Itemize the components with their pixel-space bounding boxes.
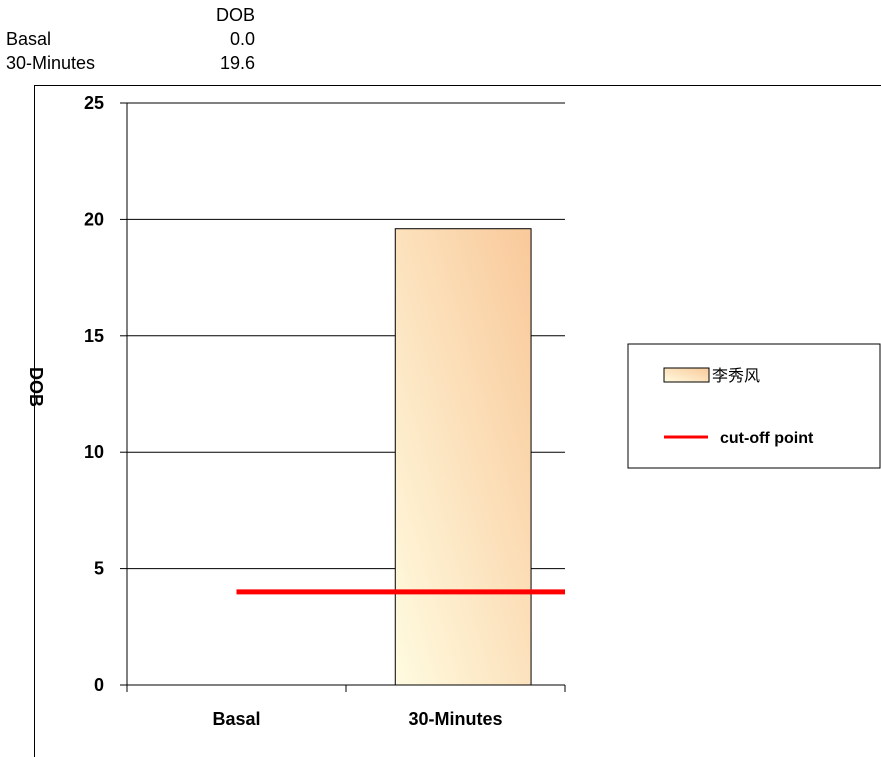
- table-row-value: 19.6: [219, 53, 255, 73]
- x-tick-label: Basal: [212, 709, 260, 729]
- y-tick-label: 5: [94, 559, 104, 579]
- legend-box: [627, 343, 881, 469]
- chart-frame: [34, 85, 881, 757]
- legend-bar-swatch: [663, 367, 710, 383]
- x-tick-label: 30-Minutes: [408, 709, 502, 729]
- y-tick-label: 20: [84, 209, 104, 229]
- table-row-label: Basal: [6, 29, 52, 49]
- legend: 李秀风 cut-off point: [627, 343, 881, 469]
- table-row-value: 0.0: [229, 29, 255, 49]
- tick-labels: 0 5 10 15 20 25 Basal 30-Minutes: [84, 93, 503, 729]
- legend-label-cutoff: cut-off point: [720, 430, 814, 447]
- bars: [394, 228, 532, 686]
- bar: [394, 228, 532, 686]
- axes: [120, 102, 566, 692]
- y-tick-label: 10: [84, 442, 104, 462]
- y-tick-label: 25: [84, 93, 104, 113]
- table-row-label: 30-Minutes: [6, 53, 96, 73]
- table-header: DOB: [215, 5, 255, 25]
- y-tick-label: 0: [94, 675, 104, 695]
- y-axis-label: DOB: [26, 367, 46, 407]
- legend-label-series: 李秀风: [712, 367, 760, 385]
- y-tick-label: 15: [84, 326, 104, 346]
